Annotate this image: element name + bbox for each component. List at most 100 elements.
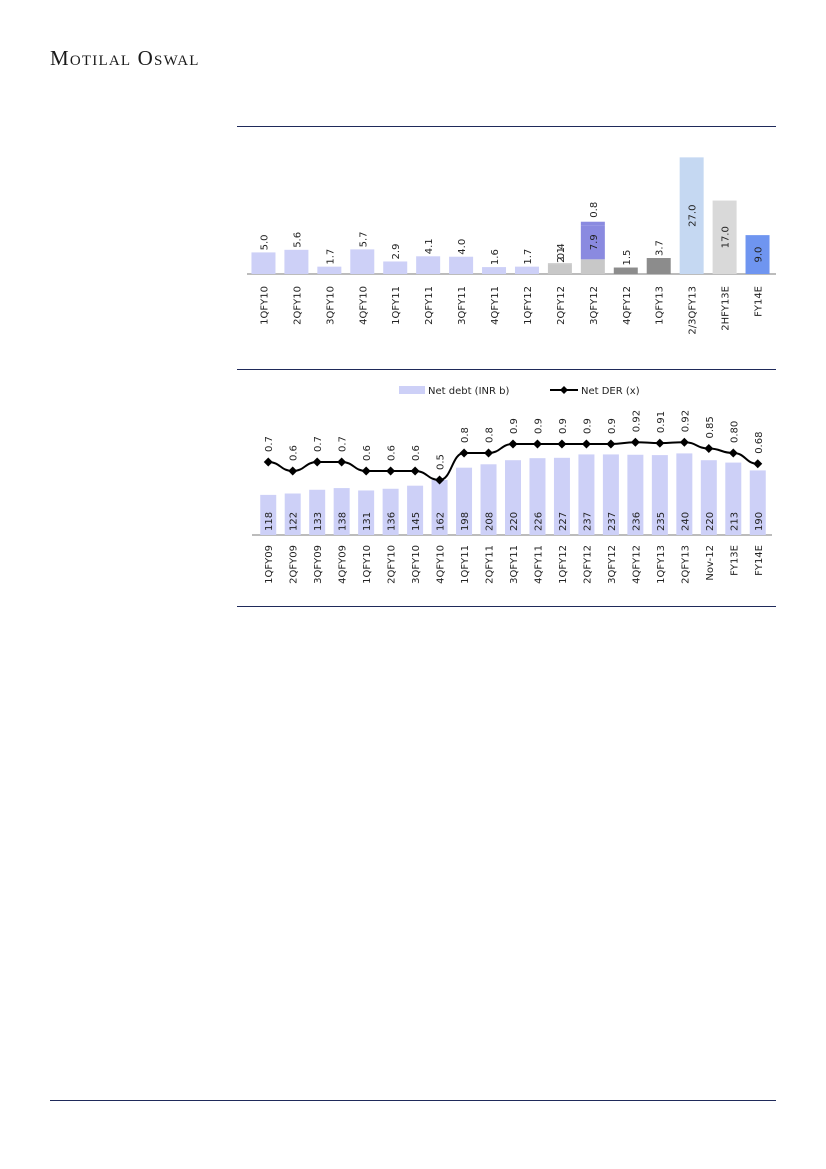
data-label: 0.85	[705, 416, 716, 438]
x-tick-label: 2/3QFY13	[688, 286, 699, 335]
data-label: 0.6	[289, 445, 300, 461]
marker-der-12	[557, 439, 567, 449]
data-label: 0.9	[533, 418, 544, 434]
chart1-top-rule	[237, 126, 776, 127]
x-tick-label: 4QFY11	[533, 545, 544, 584]
data-label: 0.80	[729, 421, 740, 443]
x-tick-label: 2HFY13E	[721, 286, 732, 331]
x-tick-label: 3QFY11	[457, 286, 468, 325]
marker-der-16	[655, 438, 665, 448]
data-label: 0.6	[387, 445, 398, 461]
bar-s0-13	[679, 157, 704, 274]
data-label: 0.4	[556, 243, 567, 259]
data-label: 208	[485, 512, 496, 531]
legend-label-net-debt: Net debt (INR b)	[428, 386, 509, 397]
x-tick-label: 3QFY09	[313, 545, 324, 584]
bar-s1-10	[580, 225, 605, 260]
data-label: 2.9	[391, 244, 402, 260]
x-tick-label: 3QFY10	[411, 545, 422, 584]
marker-der-5	[386, 466, 396, 476]
bar-net-debt-13	[578, 454, 595, 535]
x-tick-label: 2QFY13	[680, 545, 691, 584]
bar-s0-15	[745, 235, 770, 274]
x-tick-label: 1QFY13	[656, 545, 667, 584]
marker-der-9	[484, 448, 494, 458]
data-label: 5.7	[358, 231, 369, 247]
data-label: 0.6	[362, 445, 373, 461]
data-label: 0.92	[680, 410, 691, 432]
data-label: 237	[607, 512, 618, 531]
x-tick-label: Nov-12	[705, 545, 716, 581]
marker-der-6	[410, 466, 420, 476]
data-label: 0.7	[338, 436, 349, 452]
bar-s0-8	[514, 266, 539, 274]
data-label: 240	[680, 512, 691, 531]
bar-net-debt-6	[407, 485, 424, 535]
x-tick-label: 4QFY12	[631, 545, 642, 584]
data-label: 190	[754, 512, 765, 531]
x-tick-label: 4QFY12	[622, 286, 633, 325]
marker-der-14	[606, 439, 616, 449]
data-label: 0.9	[607, 418, 618, 434]
bar-net-debt-1	[284, 493, 301, 535]
data-label: 0.6	[411, 445, 422, 461]
data-label: 138	[338, 512, 349, 531]
data-label: 198	[460, 512, 471, 531]
x-tick-label: 1QFY10	[259, 286, 270, 325]
bar-net-debt-4	[358, 490, 375, 535]
x-tick-label: 2QFY09	[289, 545, 300, 584]
x-tick-label: FY14E	[754, 545, 765, 576]
bar-net-debt-17	[676, 453, 693, 535]
x-tick-label: FY13E	[729, 545, 740, 576]
data-label: 136	[387, 512, 398, 531]
x-tick-label: 3QFY12	[589, 286, 600, 325]
bar-net-debt-20	[749, 470, 766, 535]
x-tick-label: 2QFY11	[424, 286, 435, 325]
marker-der-13	[581, 439, 591, 449]
data-label: 4.0	[457, 239, 468, 255]
x-tick-label: 1QFY11	[391, 286, 402, 325]
bar-s0-2	[317, 266, 342, 274]
data-label: 237	[582, 512, 593, 531]
chart2-top-rule	[237, 369, 776, 370]
x-tick-label: 1QFY09	[264, 545, 275, 584]
data-label: 0.7	[313, 436, 324, 452]
x-tick-label: 1QFY11	[460, 545, 471, 584]
bar-s0-11	[613, 267, 638, 274]
data-label: 5.0	[259, 234, 270, 250]
data-label: 118	[264, 512, 275, 531]
bar-net-debt-18	[700, 460, 717, 535]
data-label: 220	[705, 512, 716, 531]
data-label: 1.5	[622, 250, 633, 266]
x-tick-label: 2QFY12	[556, 286, 567, 325]
x-tick-label: 3QFY11	[509, 545, 520, 584]
bar-s0-12	[646, 258, 671, 274]
data-label: 2.1	[556, 247, 567, 263]
marker-der-8	[459, 448, 469, 458]
bar-s0-9	[547, 264, 572, 274]
data-label: 220	[509, 512, 520, 531]
data-label: 0.68	[754, 432, 765, 454]
bar-s2-10	[580, 221, 605, 226]
x-tick-label: 4QFY09	[338, 545, 349, 584]
chart2-bottom-rule	[237, 606, 776, 607]
data-label: 0.7	[264, 436, 275, 452]
data-label: 0.91	[656, 411, 667, 433]
bar-net-debt-5	[382, 488, 399, 535]
data-label: 0.9	[558, 418, 569, 434]
data-label: 27.0	[688, 205, 699, 227]
data-label: 1.6	[490, 249, 501, 265]
data-label: 0.8	[460, 427, 471, 443]
x-tick-label: 4QFY10	[436, 545, 447, 584]
bar-net-debt-15	[627, 454, 644, 535]
data-label: 133	[313, 512, 324, 531]
x-tick-label: 2QFY10	[387, 545, 398, 584]
x-tick-label: 2QFY12	[582, 545, 593, 584]
marker-der-4	[361, 466, 371, 476]
data-label: 213	[729, 512, 740, 531]
bar-s0-10	[580, 259, 605, 274]
bar-net-debt-12	[553, 457, 570, 535]
data-label: 122	[289, 512, 300, 531]
